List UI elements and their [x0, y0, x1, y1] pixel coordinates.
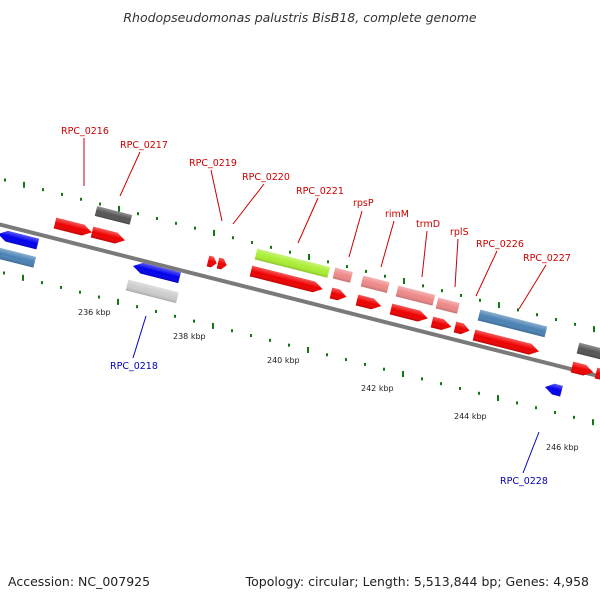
leader-forward-4	[297, 197, 319, 244]
cds-rpc-0217-shade	[90, 226, 125, 244]
reverse-gene-labels: RPC_0218 RPC_0228	[110, 361, 548, 487]
rna-rpls-shade	[435, 297, 460, 314]
gene-rpc-0217[interactable]	[94, 206, 133, 225]
cds-rpc-0220-shade	[216, 257, 227, 270]
rrna-rpc-0221[interactable]	[254, 248, 331, 278]
rna-rpls[interactable]	[435, 297, 460, 314]
cds-rpsp-shade	[329, 287, 347, 301]
gene-label-rpc-0228[interactable]: RPC_0228	[500, 476, 548, 487]
rna-rpsp-shade	[332, 267, 353, 283]
gene-label-rpls[interactable]: rplS	[450, 227, 469, 238]
cds-rimm-shade	[355, 294, 382, 310]
gene-label-rpc-0226[interactable]: RPC_0226	[476, 239, 524, 250]
scale-label-236kbp: 236 kbp	[78, 308, 111, 317]
gene-rpc-0218[interactable]	[125, 279, 179, 304]
cds-rpc-0216[interactable]	[53, 217, 94, 238]
gene-prev-1[interactable]	[0, 246, 37, 268]
leader-forward-6	[380, 220, 395, 268]
cds-rpls-shade	[430, 316, 452, 331]
rna-trmd[interactable]	[395, 285, 436, 306]
cds-rpc-0217[interactable]	[90, 226, 127, 246]
scale-label-242kbp: 242 kbp	[361, 384, 394, 393]
inner-tick-track	[3, 271, 594, 426]
cds-next-1[interactable]	[570, 361, 595, 378]
rna-trmd-shade	[395, 285, 436, 306]
rna-rimm[interactable]	[360, 275, 390, 293]
gene-label-trmd[interactable]: trmD	[416, 219, 440, 230]
cds-prev-1[interactable]	[0, 229, 40, 250]
cds-rpc-0227-shade	[472, 329, 539, 355]
cds-rpc-0219-shade	[206, 255, 217, 268]
cds-rpc-0216-shade	[53, 217, 92, 236]
outer-tick-track	[4, 178, 595, 333]
cds-trmd-shade	[389, 303, 428, 322]
gene-rpc-0218-shade	[125, 279, 179, 304]
scale-labels: 236 kbp 238 kbp 240 kbp 242 kbp 244 kbp …	[78, 308, 579, 452]
genome-title: Rhodopseudomonas palustris BisB18, compl…	[123, 10, 477, 25]
leader-forward-9	[475, 250, 498, 297]
gene-features	[0, 206, 600, 397]
cds-rpc-0226-shade	[453, 321, 470, 335]
cds-rpc-0221[interactable]	[249, 265, 324, 295]
cds-rpc-0219[interactable]	[206, 255, 218, 269]
forward-gene-labels: RPC_0216 RPC_0217 RPC_0219 RPC_0220 RPC_…	[61, 126, 571, 264]
leader-forward-2	[210, 169, 223, 222]
leader-forward-1	[119, 151, 141, 197]
cds-rpc-0218[interactable]	[132, 261, 181, 284]
cds-rpc-0226[interactable]	[453, 321, 471, 336]
leader-reverse-1	[522, 431, 540, 474]
cds-next-1-shade	[570, 361, 594, 376]
scale-label-240kbp: 240 kbp	[267, 356, 300, 365]
cds-trmd[interactable]	[389, 303, 430, 324]
gene-label-rpc-0219[interactable]: RPC_0219	[189, 158, 237, 169]
gene-label-rpc-0216[interactable]: RPC_0216	[61, 126, 109, 137]
rna-rimm-shade	[360, 275, 390, 293]
cds-rpc-0221-shade	[249, 265, 323, 293]
cds-rpls[interactable]	[430, 316, 453, 333]
gene-label-rimm[interactable]: rimM	[385, 209, 409, 220]
cds-next-2-shade	[594, 367, 600, 380]
gene-label-rpc-0221[interactable]: RPC_0221	[296, 186, 344, 197]
cds-rimm[interactable]	[355, 294, 383, 312]
gene-label-rpc-0218[interactable]: RPC_0218	[110, 361, 158, 372]
leader-forward-5	[348, 210, 363, 258]
gene-next-shade	[576, 342, 600, 360]
cds-rpc-0220[interactable]	[216, 257, 228, 271]
rna-rpsp[interactable]	[332, 267, 353, 283]
genome-backbone	[0, 222, 600, 379]
gene-rpc-0227-shade	[477, 309, 548, 338]
leader-forward-10	[518, 264, 547, 310]
leader-forward-3	[232, 183, 265, 225]
rrna-rpc-0221-shade	[254, 248, 331, 278]
scale-label-246kbp: 246 kbp	[546, 443, 579, 452]
cds-rpc-0228-shade	[545, 383, 563, 397]
gene-label-rpc-0217[interactable]: RPC_0217	[120, 140, 168, 151]
cds-rpc-0228[interactable]	[544, 382, 563, 397]
scale-label-238kbp: 238 kbp	[173, 332, 206, 341]
accession-text: Accession: NC_007925	[8, 574, 150, 589]
cds-next-2[interactable]	[594, 367, 600, 381]
gene-label-rpc-0220[interactable]: RPC_0220	[242, 172, 290, 183]
gene-prev-1-shade	[0, 246, 37, 268]
scale-label-244kbp: 244 kbp	[454, 412, 487, 421]
cds-prev-1-shade	[0, 230, 40, 250]
gene-rpc-0217-shade	[94, 206, 133, 225]
cds-rpc-0227[interactable]	[472, 329, 541, 357]
cds-rpsp[interactable]	[329, 287, 348, 303]
leader-forward-7	[421, 230, 428, 278]
gene-next[interactable]	[576, 342, 600, 360]
leader-forward-8	[454, 238, 459, 288]
leader-reverse-0	[132, 315, 147, 359]
genome-summary-text: Topology: circular; Length: 5,513,844 bp…	[245, 574, 589, 589]
cds-rpc-0218-shade	[133, 262, 181, 284]
label-leader-lines	[83, 138, 547, 474]
gene-label-rpsp[interactable]: rpsP	[353, 198, 374, 209]
gene-rpc-0227[interactable]	[477, 309, 548, 338]
gene-label-rpc-0227[interactable]: RPC_0227	[523, 253, 571, 264]
